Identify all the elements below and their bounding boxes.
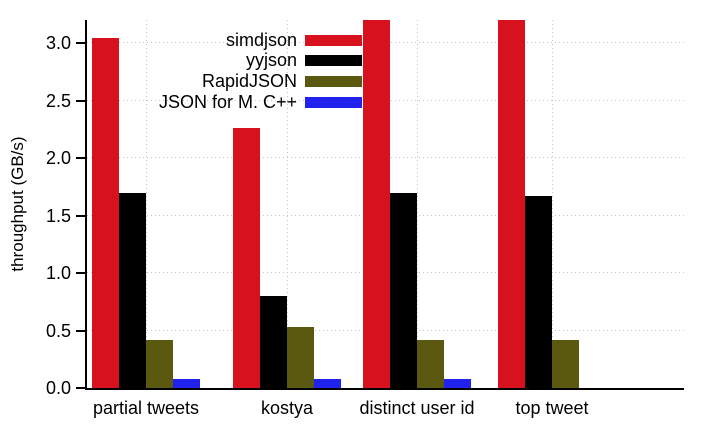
bar-json-for-m-c-partial-tweets [173,378,200,388]
legend-item-json-for-m-c: JSON for M. C++ [119,92,362,113]
x-category-label-partial-tweets: partial tweets [92,398,200,418]
bar-yyjson-distinct-user-id [390,192,417,388]
bar-simdjson-partial-tweets [92,38,119,388]
bar-rapidjson-distinct-user-id [417,339,444,388]
bar-simdjson-distinct-user-id [363,20,390,388]
legend-item-yyjson: yyjson [119,50,362,72]
bar-rapidjson-kostya [287,327,314,388]
legend-swatch-rapidjson [305,75,362,87]
v-gridline-partial-tweets [146,20,147,388]
y-tick-0.0 [76,387,85,389]
y-tick-2.0 [76,157,85,159]
legend-item-rapidjson: RapidJSON [119,71,362,92]
bar-rapidjson-top-tweet [552,339,579,388]
y-tick-0.5 [76,329,85,332]
x-category-label-top-tweet: top tweet [515,398,589,418]
legend-label-rapidjson: RapidJSON [201,70,297,91]
bar-yyjson-kostya [260,296,287,388]
legend-label-yyjson: yyjson [245,50,297,71]
y-tick-label-1.0: 1.0 [45,263,71,283]
bar-yyjson-partial-tweets [119,192,146,388]
legend-label-simdjson: simdjson [225,29,297,50]
bar-rapidjson-partial-tweets [146,339,173,388]
legend-swatch-yyjson [305,55,362,67]
x-category-label-kostya: kostya [260,398,314,418]
legend: simdjson yyjson RapidJSON JSON for M. C++ [119,30,362,112]
y-tick-2.5 [76,99,85,102]
legend-label-json-for-m-c: JSON for M. C++ [158,91,297,112]
y-tick-label-2.5: 2.5 [45,90,71,111]
bar-simdjson-kostya [233,128,260,388]
x-category-label-distinct-user-id: distinct user id [359,398,475,418]
y-tick-label-2.0: 2.0 [45,148,71,168]
v-gridline-kostya [287,20,288,388]
y-tick-label-0.5: 0.5 [45,320,71,341]
legend-swatch-json-for-m-c [305,96,362,108]
y-tick-label-1.5: 1.5 [45,205,71,226]
bar-json-for-m-c-distinct-user-id [444,378,471,388]
v-gridline-distinct-user-id [417,20,418,388]
y-tick-3.0 [76,42,85,44]
y-tick-1.5 [76,214,85,217]
bar-yyjson-top-tweet [525,195,552,388]
y-tick-1.0 [76,272,85,274]
v-gridline-top-tweet [552,20,553,388]
x-axis-line [85,388,684,390]
y-axis-line [85,20,87,390]
legend-swatch-simdjson [305,34,362,46]
plot-area [87,20,684,388]
y-tick-label-0.0: 0.0 [45,378,71,398]
bar-json-for-m-c-kostya [314,378,341,388]
legend-item-simdjson: simdjson [119,30,362,51]
y-tick-label-3.0: 3.0 [45,33,71,53]
bar-simdjson-top-tweet [498,20,525,388]
